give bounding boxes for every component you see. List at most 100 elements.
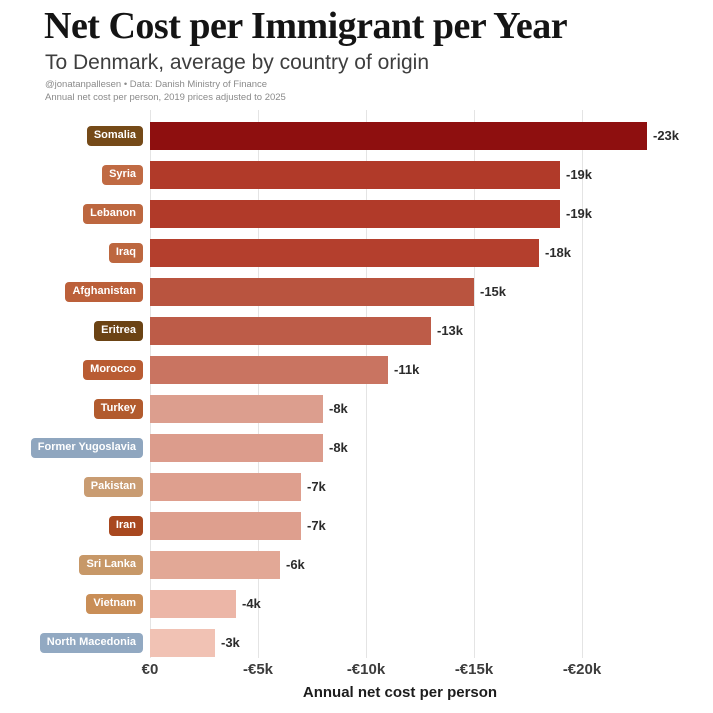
bar-cell: -15k bbox=[150, 272, 713, 311]
bar-value-label: -8k bbox=[329, 440, 348, 455]
bar bbox=[150, 238, 539, 267]
bar bbox=[150, 316, 431, 345]
chart-row: Turkey -8k bbox=[0, 389, 713, 428]
chart-row: Iraq -18k bbox=[0, 233, 713, 272]
bar bbox=[150, 472, 301, 501]
chart-row: Morocco -11k bbox=[0, 350, 713, 389]
bar-value-label: -3k bbox=[221, 635, 240, 650]
country-badge: Syria bbox=[102, 164, 143, 185]
bar bbox=[150, 277, 474, 306]
country-badge: Turkey bbox=[93, 398, 143, 419]
chart-row: Lebanon -19k bbox=[0, 194, 713, 233]
bar-cell: -19k bbox=[150, 194, 713, 233]
bar-cell: -8k bbox=[150, 389, 713, 428]
bar bbox=[150, 121, 647, 150]
country-badge-cell: Iraq bbox=[0, 242, 143, 263]
gridline bbox=[150, 110, 151, 658]
bar-cell: -19k bbox=[150, 155, 713, 194]
country-badge: North Macedonia bbox=[39, 632, 143, 653]
bar-cell: -6k bbox=[150, 545, 713, 584]
x-axis-title: Annual net cost per person bbox=[302, 684, 498, 701]
chart-row: Vietnam -4k bbox=[0, 584, 713, 623]
chart-row: Afghanistan -15k bbox=[0, 272, 713, 311]
country-badge-cell: Former Yugoslavia bbox=[0, 437, 143, 458]
x-axis-ticks: €0 -€5k -€10k -€15k -€20k bbox=[0, 661, 713, 679]
bar-cell: -3k bbox=[150, 623, 713, 662]
country-badge: Somalia bbox=[86, 125, 143, 146]
bar-value-label: -13k bbox=[437, 323, 464, 338]
bar-value-label: -6k bbox=[286, 557, 305, 572]
chart-rows: Somalia -23k Syria -19k Lebanon -19k Ira… bbox=[0, 116, 713, 662]
plot-area bbox=[0, 110, 713, 658]
bar-value-label: -7k bbox=[307, 518, 326, 533]
country-badge-cell: Somalia bbox=[0, 125, 143, 146]
chart-row: Sri Lanka -6k bbox=[0, 545, 713, 584]
country-badge-cell: Pakistan bbox=[0, 476, 143, 497]
country-badge: Iraq bbox=[108, 242, 143, 263]
chart-row: North Macedonia -3k bbox=[0, 623, 713, 662]
bar-cell: -7k bbox=[150, 506, 713, 545]
chart-row: Iran -7k bbox=[0, 506, 713, 545]
chart-row: Somalia -23k bbox=[0, 116, 713, 155]
country-badge: Morocco bbox=[83, 359, 143, 380]
country-badge-cell: Turkey bbox=[0, 398, 143, 419]
country-badge-cell: Iran bbox=[0, 515, 143, 536]
bar-cell: -18k bbox=[150, 233, 713, 272]
bar-value-label: -18k bbox=[545, 245, 572, 260]
country-badge-cell: Lebanon bbox=[0, 203, 143, 224]
page-subtitle: To Denmark, average by country of origin bbox=[45, 51, 430, 74]
x-tick-label: €0 bbox=[141, 661, 159, 678]
bar bbox=[150, 550, 280, 579]
chart-row: Former Yugoslavia -8k bbox=[0, 428, 713, 467]
country-badge-cell: Vietnam bbox=[0, 593, 143, 614]
gridline bbox=[474, 110, 475, 658]
country-badge: Iran bbox=[108, 515, 143, 536]
bar-cell: -4k bbox=[150, 584, 713, 623]
chart-row: Eritrea -13k bbox=[0, 311, 713, 350]
country-badge: Vietnam bbox=[86, 593, 143, 614]
x-tick-label: -€15k bbox=[454, 661, 494, 678]
country-badge: Lebanon bbox=[83, 203, 143, 224]
country-badge-cell: Sri Lanka bbox=[0, 554, 143, 575]
country-badge-cell: Eritrea bbox=[0, 320, 143, 341]
bar-cell: -23k bbox=[150, 116, 713, 155]
bar-value-label: -4k bbox=[242, 596, 261, 611]
bar-value-label: -23k bbox=[653, 128, 680, 143]
country-badge: Former Yugoslavia bbox=[30, 437, 143, 458]
gridline bbox=[366, 110, 367, 658]
country-badge-cell: Syria bbox=[0, 164, 143, 185]
bar bbox=[150, 199, 560, 228]
chart-row: Syria -19k bbox=[0, 155, 713, 194]
bar bbox=[150, 628, 215, 657]
x-tick-label: -€20k bbox=[562, 661, 602, 678]
x-tick-label: -€5k bbox=[242, 661, 274, 678]
bar bbox=[150, 511, 301, 540]
bar bbox=[150, 160, 560, 189]
country-badge-cell: Afghanistan bbox=[0, 281, 143, 302]
country-badge-cell: North Macedonia bbox=[0, 632, 143, 653]
bar-cell: -11k bbox=[150, 350, 713, 389]
credit-line: @jonatanpallesen • Data: Danish Ministry… bbox=[45, 79, 268, 90]
bar-cell: -7k bbox=[150, 467, 713, 506]
country-badge-cell: Morocco bbox=[0, 359, 143, 380]
country-badge: Sri Lanka bbox=[79, 554, 143, 575]
x-tick-label: -€10k bbox=[346, 661, 386, 678]
bar-value-label: -15k bbox=[480, 284, 507, 299]
gridline bbox=[582, 110, 583, 658]
chart-row: Pakistan -7k bbox=[0, 467, 713, 506]
country-badge: Afghanistan bbox=[65, 281, 143, 302]
bar bbox=[150, 394, 323, 423]
bar bbox=[150, 433, 323, 462]
bar-value-label: -8k bbox=[329, 401, 348, 416]
note-line: Annual net cost per person, 2019 prices … bbox=[45, 92, 286, 103]
bar bbox=[150, 355, 388, 384]
bar-value-label: -7k bbox=[307, 479, 326, 494]
bar-value-label: -19k bbox=[566, 206, 593, 221]
bar bbox=[150, 589, 236, 618]
bar-value-label: -19k bbox=[566, 167, 593, 182]
page-title: Net Cost per Immigrant per Year bbox=[44, 5, 568, 47]
bar-cell: -13k bbox=[150, 311, 713, 350]
gridline bbox=[258, 110, 259, 658]
bar-value-label: -11k bbox=[394, 362, 420, 377]
bar-cell: -8k bbox=[150, 428, 713, 467]
